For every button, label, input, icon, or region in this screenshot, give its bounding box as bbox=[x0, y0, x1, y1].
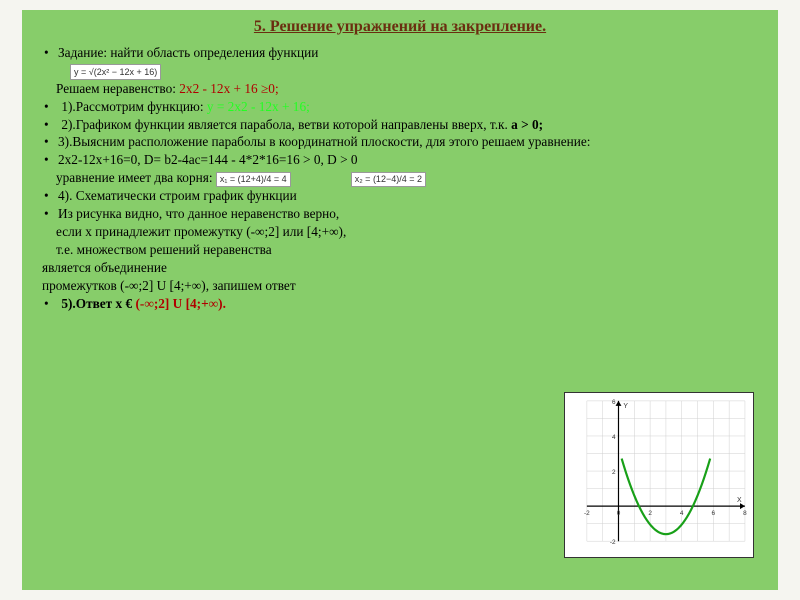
task-label: Задание: найти область определения функц… bbox=[58, 45, 318, 60]
step-1: 1).Рассмотрим функцию: у = 2x2 - 12x + 1… bbox=[42, 98, 758, 116]
svg-text:6: 6 bbox=[612, 399, 616, 406]
step2-bold: а > 0; bbox=[511, 117, 543, 132]
roots-line: уравнение имеет два корня: x₁ = (12+4)/4… bbox=[42, 169, 758, 187]
step-2: 2).Графиком функции является парабола, в… bbox=[42, 116, 758, 134]
line-9: промежутков (-∞;2] U [4;+∞), запишем отв… bbox=[42, 277, 522, 295]
slide-title: 5. Решение упражнений на закрепление. bbox=[42, 16, 758, 38]
steps-list: 1).Рассмотрим функцию: у = 2x2 - 12x + 1… bbox=[42, 98, 758, 170]
svg-text:2: 2 bbox=[612, 469, 616, 476]
ineq-prefix: Решаем неравенство: bbox=[56, 81, 179, 96]
parabola-chart: -2 0 2 4 6 8 -2 2 4 6 X Y bbox=[564, 392, 754, 558]
answer-list: 5).Ответ x € (-∞;2] U [4;+∞). bbox=[42, 295, 758, 313]
roots-label: уравнение имеет два корня: bbox=[56, 170, 216, 185]
svg-text:Y: Y bbox=[623, 403, 628, 410]
root-2: x₂ = (12−4)/4 = 2 bbox=[351, 172, 426, 186]
step-4: 4). Схематически строим график функции bbox=[42, 187, 522, 205]
content-list: Задание: найти область определения функц… bbox=[42, 44, 758, 62]
answer-line: 5).Ответ x € (-∞;2] U [4;+∞). bbox=[42, 295, 758, 313]
step1-text: 1).Рассмотрим функцию: bbox=[61, 99, 207, 114]
svg-text:6: 6 bbox=[712, 510, 716, 517]
line-8: является объединение bbox=[42, 259, 522, 277]
line-6: если х принадлежит промежутку (-∞;2] или… bbox=[42, 223, 522, 241]
svg-text:0: 0 bbox=[617, 510, 621, 517]
lower-list: 4). Схематически строим график функции И… bbox=[42, 187, 522, 223]
inequality-line: Решаем неравенство: 2x2 - 12x + 16 ≥0; bbox=[42, 80, 758, 98]
step1-func: у = 2x2 - 12x + 16; bbox=[207, 99, 310, 114]
chart-svg: -2 0 2 4 6 8 -2 2 4 6 X Y bbox=[565, 393, 753, 557]
line-5: Из рисунка видно, что данное неравенство… bbox=[42, 205, 522, 223]
svg-text:8: 8 bbox=[743, 510, 747, 517]
formula-box: y = √(2x² − 12x + 16) bbox=[70, 64, 161, 80]
ineq-expr: 2x2 - 12x + 16 ≥0; bbox=[179, 81, 278, 96]
svg-text:4: 4 bbox=[680, 510, 684, 517]
step2-text: 2).Графиком функции является парабола, в… bbox=[61, 117, 511, 132]
svg-text:X: X bbox=[737, 497, 742, 504]
svg-text:-2: -2 bbox=[610, 539, 616, 546]
step-3: 3).Выясним расположение параболы в коорд… bbox=[42, 133, 758, 151]
answer-a: 5).Ответ x € bbox=[61, 296, 135, 311]
answer-b: (-∞;2] U [4;+∞). bbox=[136, 296, 226, 311]
task-line: Задание: найти область определения функц… bbox=[42, 44, 758, 62]
svg-text:2: 2 bbox=[648, 510, 652, 517]
svg-text:-2: -2 bbox=[584, 510, 590, 517]
line-7: т.е. множеством решений неравенства bbox=[42, 241, 522, 259]
discriminant-line: 2x2-12x+16=0, D= b2-4ac=144 - 4*2*16=16 … bbox=[42, 151, 758, 169]
root-1: x₁ = (12+4)/4 = 4 bbox=[216, 172, 291, 186]
svg-text:4: 4 bbox=[612, 434, 616, 441]
